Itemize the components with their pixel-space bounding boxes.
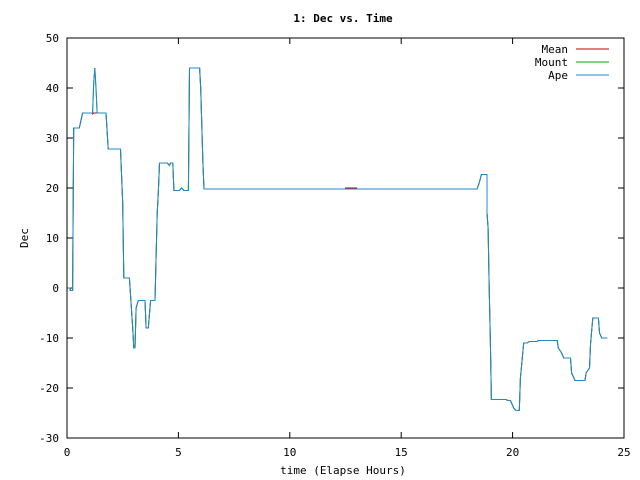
y-tick-label: 30 xyxy=(46,132,59,145)
y-tick-label: -30 xyxy=(39,432,59,445)
y-tick-label: 50 xyxy=(46,32,59,45)
legend-label-mount: Mount xyxy=(535,56,568,69)
chart-title: 1: Dec vs. Time xyxy=(293,12,393,25)
y-tick-label: 40 xyxy=(46,82,59,95)
y-tick-label: -10 xyxy=(39,332,59,345)
series-lines xyxy=(67,67,608,411)
plot-frame xyxy=(66,37,625,439)
legend-label-mean: Mean xyxy=(542,43,569,56)
x-tick-label: 0 xyxy=(64,446,71,459)
y-tick-label: 10 xyxy=(46,232,59,245)
x-tick-label: 5 xyxy=(175,446,182,459)
y-tick-label: 20 xyxy=(46,182,59,195)
x-tick-label: 15 xyxy=(395,446,408,459)
series-line-ape xyxy=(67,67,608,411)
x-tick-label: 10 xyxy=(283,446,296,459)
x-tick-label: 25 xyxy=(617,446,630,459)
x-axis-label: time (Elapse Hours) xyxy=(280,464,406,477)
axis-ticks: 0 5 10 15 20 25 -30 -20 -10 0 10 20 30 40 50 xyxy=(39,32,631,459)
y-tick-label: 0 xyxy=(52,282,59,295)
legend-label-ape: Ape xyxy=(548,69,568,82)
y-axis-label: Dec xyxy=(18,228,31,248)
x-tick-label: 20 xyxy=(506,446,519,459)
y-tick-label: -20 xyxy=(39,382,59,395)
